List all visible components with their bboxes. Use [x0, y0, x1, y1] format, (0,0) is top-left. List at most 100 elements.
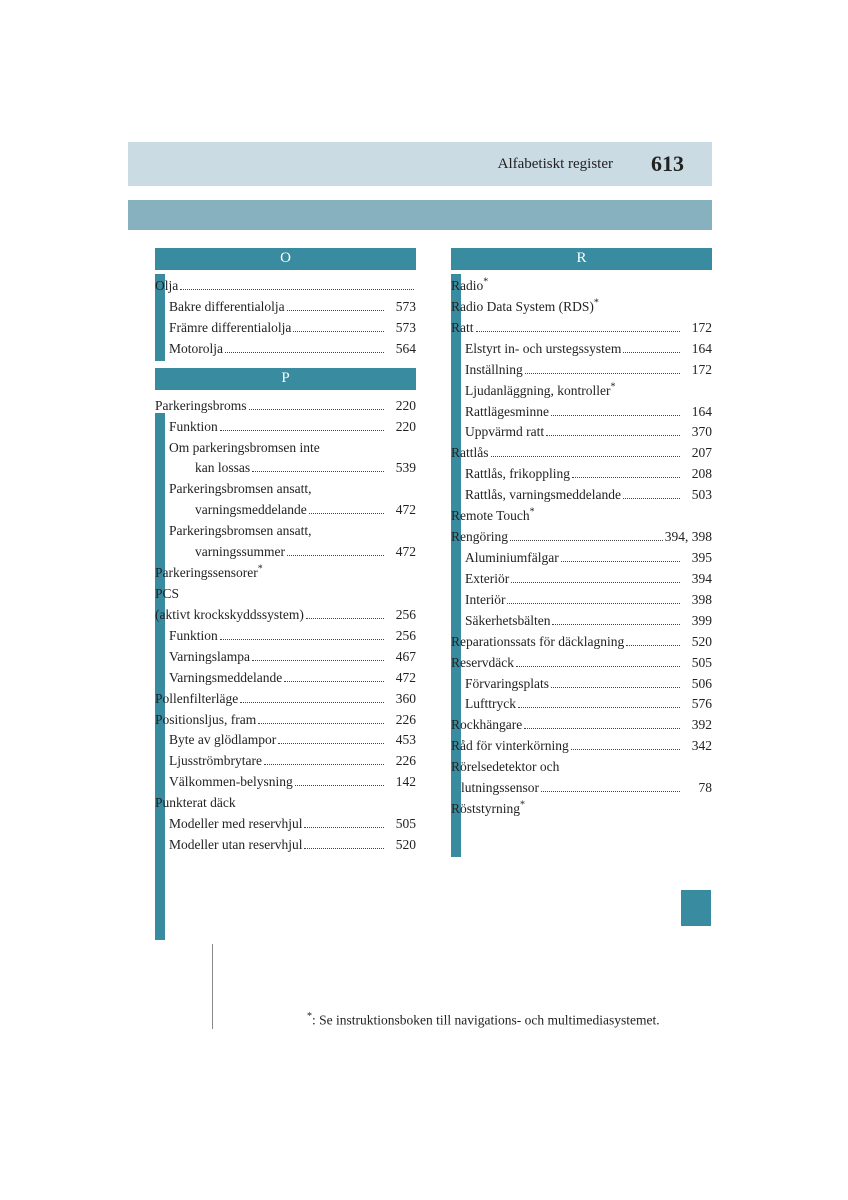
leader-dots	[304, 848, 384, 849]
entry-page: 172	[682, 360, 712, 381]
entry-page: 564	[386, 339, 416, 360]
entry-label: Byte av glödlampor	[155, 730, 276, 751]
page-number: 613	[651, 151, 684, 177]
index-entry: Parkeringsbromsen ansatt,	[155, 521, 416, 542]
index-entry: Främre differentialolja573	[155, 318, 416, 339]
index-entry: Rattlås207	[451, 443, 712, 464]
index-entry: Byte av glödlampor453	[155, 730, 416, 751]
leader-dots	[623, 498, 680, 499]
entry-label: Rörelsedetektor och	[451, 757, 559, 778]
index-entry: Radio Data System (RDS)*	[451, 297, 712, 318]
entry-page: 539	[386, 458, 416, 479]
entry-page: 503	[682, 485, 712, 506]
entry-page: 164	[682, 339, 712, 360]
entry-page: 505	[386, 814, 416, 835]
index-entry: Rengöring 394, 398	[451, 527, 712, 548]
index-entry: Ljusströmbrytare226	[155, 751, 416, 772]
entry-label: Interiör	[451, 590, 505, 611]
index-entry: Olja	[155, 276, 416, 297]
entry-page: 394	[682, 569, 712, 590]
entry-label: varningssummer	[155, 542, 285, 563]
entry-label: Aluminiumfälgar	[451, 548, 559, 569]
entry-page: 370	[682, 422, 712, 443]
index-entry: Positionsljus, fram226	[155, 710, 416, 731]
index-entry: Röststyrning*	[451, 799, 712, 820]
entry-label: Rattlås	[451, 443, 489, 464]
index-entry: Säkerhetsbälten399	[451, 611, 712, 632]
leader-dots	[623, 352, 680, 353]
entry-page: 394, 398	[665, 527, 712, 548]
index-entry: Rattlås, varningsmeddelande 503	[451, 485, 712, 506]
entry-label: Bakre differentialolja	[155, 297, 285, 318]
entry-page: 573	[386, 297, 416, 318]
index-entry: Punkterat däck	[155, 793, 416, 814]
index-entry: Rockhängare 392	[451, 715, 712, 736]
index-entry: Radio*	[451, 276, 712, 297]
leader-dots	[284, 681, 384, 682]
section-head: R	[451, 248, 712, 270]
index-columns: OOljaBakre differentialolja573Främre dif…	[155, 248, 712, 856]
entry-label: Råd för vinterkörning	[451, 736, 569, 757]
entry-page: 472	[386, 542, 416, 563]
entry-label: Motorolja	[155, 339, 223, 360]
entry-page: 220	[386, 396, 416, 417]
entry-label: Elstyrt in- och urstegssystem	[451, 339, 621, 360]
entry-label: Inställning	[451, 360, 523, 381]
index-entry: Om parkeringsbromsen inte	[155, 438, 416, 459]
entry-page: 467	[386, 647, 416, 668]
entry-label: Exteriör	[451, 569, 509, 590]
entry-page: 505	[682, 653, 712, 674]
footnote-text: : Se instruktionsboken till navigations-…	[312, 1013, 660, 1028]
index-entry: Rattlås, frikoppling 208	[451, 464, 712, 485]
entry-label: Främre differentialolja	[155, 318, 291, 339]
index-entry: Inställning 172	[451, 360, 712, 381]
leader-dots	[572, 477, 680, 478]
entry-label: Rattlås, varningsmeddelande	[451, 485, 621, 506]
index-entry: varningssummer 472	[155, 542, 416, 563]
index-entry: Rörelsedetektor och	[451, 757, 712, 778]
index-entry: Varningsmeddelande472	[155, 668, 416, 689]
entry-page: 472	[386, 668, 416, 689]
index-entry: Reservdäck505	[451, 653, 712, 674]
right-column: R Radio*Radio Data System (RDS)*Ratt172El…	[451, 248, 712, 856]
entry-page: 392	[682, 715, 712, 736]
entry-label: Rockhängare	[451, 715, 522, 736]
entry-label: Rattlås, frikoppling	[451, 464, 570, 485]
entry-page: 472	[386, 500, 416, 521]
entry-label: Lufttryck	[451, 694, 516, 715]
leader-dots	[287, 555, 384, 556]
index-entry: Parkeringssensorer*	[155, 563, 416, 584]
section-head: O	[155, 248, 416, 270]
index-entry: Ratt172	[451, 318, 712, 339]
leader-dots	[551, 687, 680, 688]
leader-dots	[561, 561, 680, 562]
index-entry: varningsmeddelande472	[155, 500, 416, 521]
entry-label: Remote Touch*	[451, 506, 535, 527]
index-entry: kan lossas539	[155, 458, 416, 479]
entry-page: 226	[386, 710, 416, 731]
entry-label: Radio Data System (RDS)*	[451, 297, 599, 318]
index-entry: lutningssensor78	[451, 778, 712, 799]
entry-label: Röststyrning*	[451, 799, 525, 820]
leader-dots	[252, 471, 384, 472]
index-entry: Lufttryck576	[451, 694, 712, 715]
entry-page: 78	[682, 778, 712, 799]
leader-dots	[491, 456, 681, 457]
entry-label: Om parkeringsbromsen inte	[155, 438, 320, 459]
leader-dots	[309, 513, 384, 514]
index-entry: Elstyrt in- och urstegssystem 164	[451, 339, 712, 360]
index-entry: Uppvärmd ratt370	[451, 422, 712, 443]
leader-dots	[552, 624, 680, 625]
entry-page: 208	[682, 464, 712, 485]
index-entry: Motorolja 564	[155, 339, 416, 360]
footnote: *: Se instruktionsboken till navigations…	[307, 1011, 660, 1029]
entry-page: 506	[682, 674, 712, 695]
entry-label: Pollenfilterläge	[155, 689, 238, 710]
leader-dots	[510, 540, 663, 541]
entry-label: Ljusströmbrytare	[155, 751, 262, 772]
entry-label: Rengöring	[451, 527, 508, 548]
leader-dots	[516, 666, 680, 667]
index-entry: Bakre differentialolja 573	[155, 297, 416, 318]
entry-page: 256	[386, 605, 416, 626]
entry-page: 142	[386, 772, 416, 793]
